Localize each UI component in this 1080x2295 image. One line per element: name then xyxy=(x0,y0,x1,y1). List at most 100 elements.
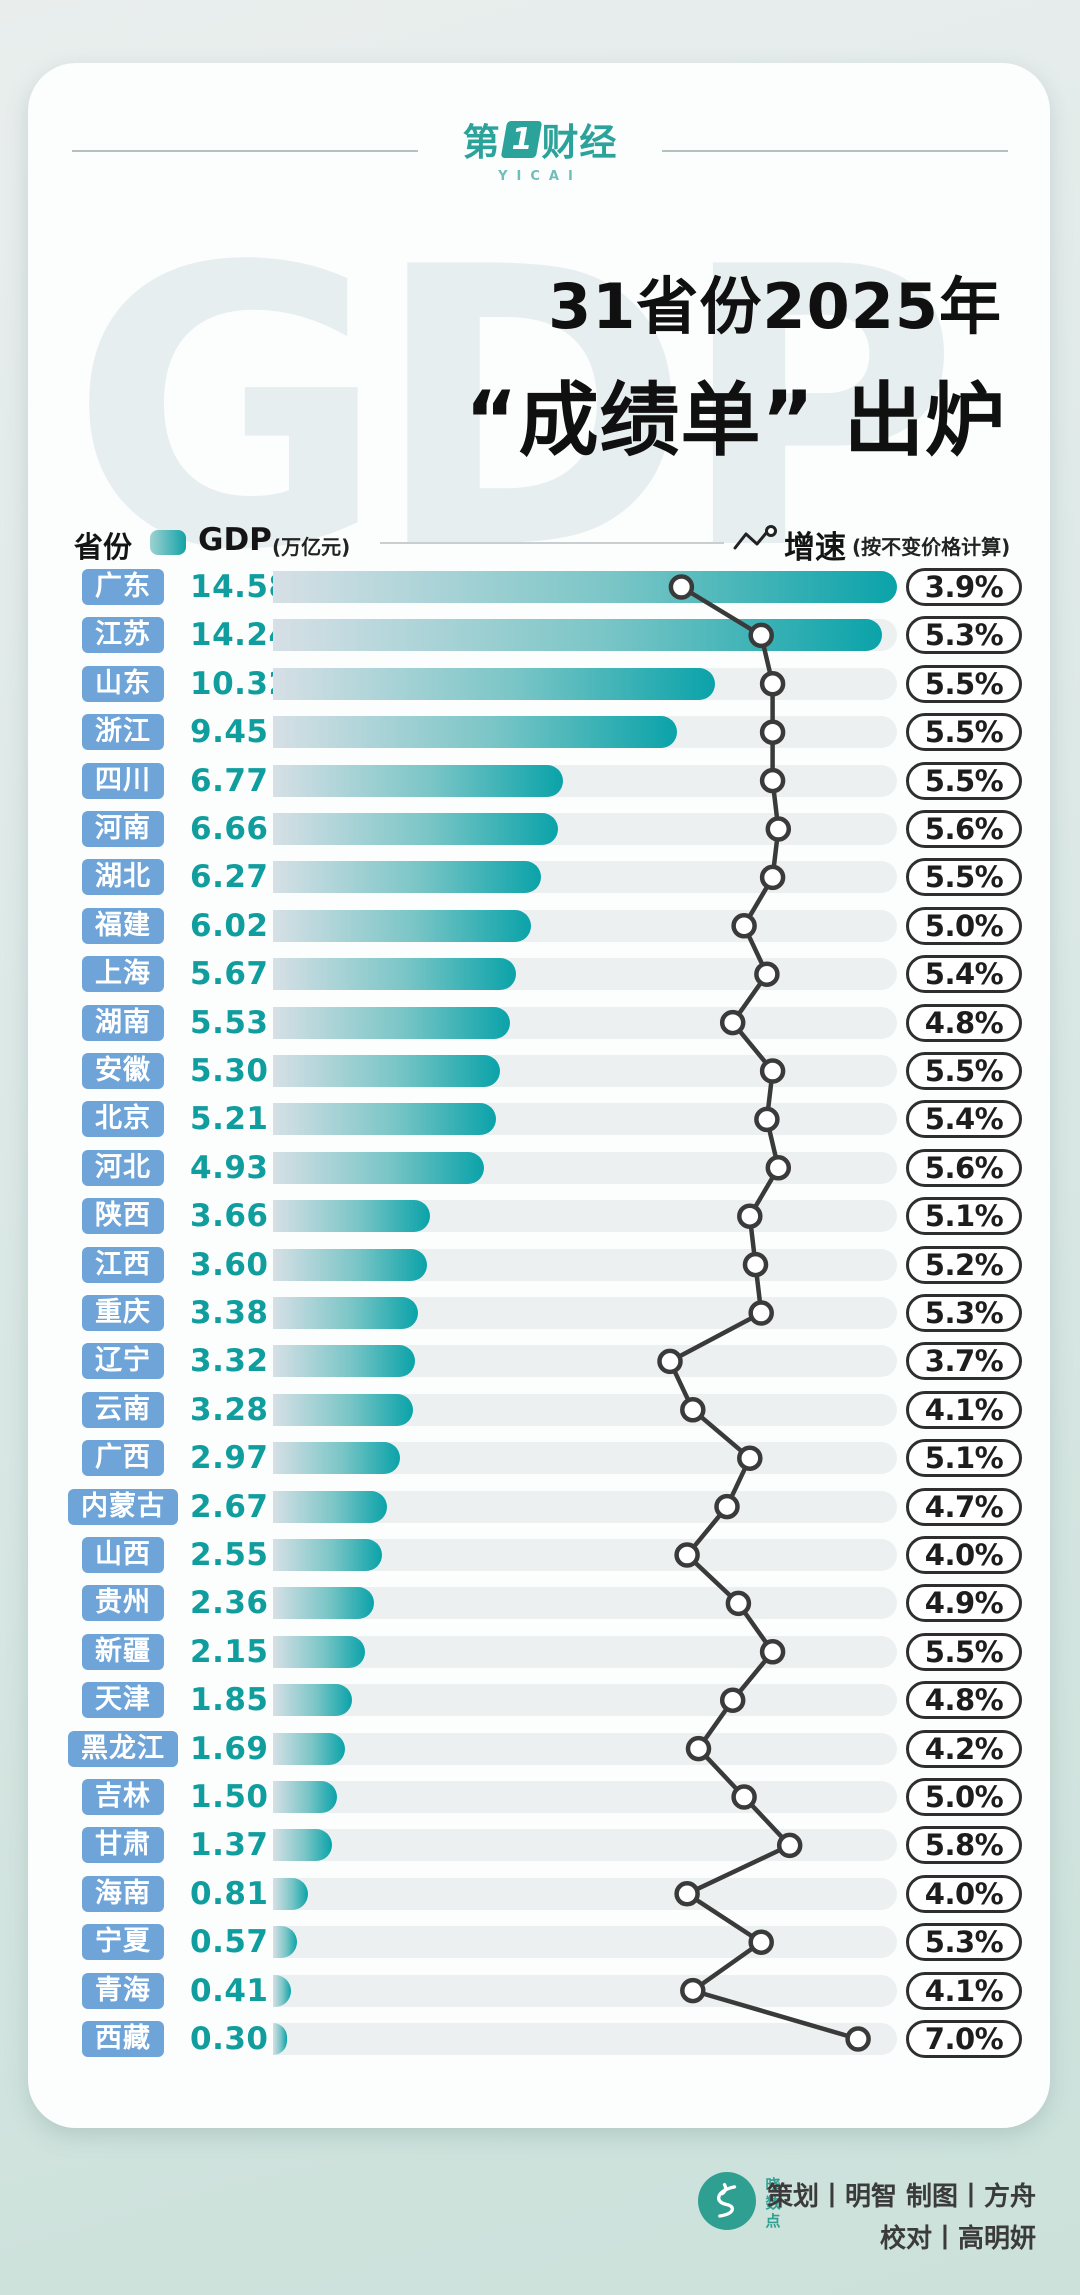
gdp-bar xyxy=(273,571,897,603)
chart-row: 福建 6.02 5.0% xyxy=(0,906,1080,945)
chart-row: 江西 3.60 5.2% xyxy=(0,1245,1080,1284)
gdp-value: 0.81 xyxy=(190,1875,269,1912)
gdp-value: 3.28 xyxy=(190,1391,269,1428)
province-chip: 吉林 xyxy=(82,1779,164,1815)
growth-pill: 5.3% xyxy=(906,1294,1022,1332)
chart-row: 甘肃 1.37 5.8% xyxy=(0,1826,1080,1865)
bar-track xyxy=(273,1539,897,1571)
yicai-logo-one: 1 xyxy=(500,120,542,158)
province-chip: 云南 xyxy=(82,1391,164,1428)
gdp-bar xyxy=(273,1055,500,1087)
province-chip: 江西 xyxy=(82,1246,164,1283)
growth-pill: 5.3% xyxy=(906,616,1022,655)
bar-track xyxy=(273,1151,897,1184)
yicai-logo-post: 财经 xyxy=(541,121,618,164)
growth-pill: 5.5% xyxy=(906,761,1022,800)
growth-pill: 5.0% xyxy=(906,906,1022,945)
bar-track xyxy=(273,1393,897,1426)
chart-row: 辽宁 3.32 3.7% xyxy=(0,1342,1080,1381)
gdp-bar xyxy=(273,1200,430,1233)
gdp-bar xyxy=(273,861,542,894)
province-chip: 湖南 xyxy=(82,1004,164,1041)
legend-growth-note: (按不变价格计算) xyxy=(852,535,1011,559)
gdp-value: 3.60 xyxy=(190,1246,269,1283)
chart-row: 河南 6.66 5.6% xyxy=(0,810,1080,848)
gdp-bar xyxy=(273,1442,401,1475)
province-chip: 福建 xyxy=(82,907,164,944)
province-chip: 山东 xyxy=(82,665,164,702)
province-chip: 北京 xyxy=(82,1101,164,1138)
province-chip: 新疆 xyxy=(82,1633,164,1670)
bar-track xyxy=(273,1829,897,1862)
bar-track xyxy=(273,1490,897,1523)
gdp-value: 6.66 xyxy=(190,811,269,847)
gdp-bar xyxy=(273,1684,353,1717)
gdp-value: 3.38 xyxy=(190,1295,269,1331)
gdp-value: 5.21 xyxy=(190,1101,269,1138)
yicai-logo-pre: 第 xyxy=(462,121,501,164)
growth-pill: 4.0% xyxy=(906,1874,1022,1913)
gdp-bar xyxy=(273,1974,291,2007)
growth-pill: 4.0% xyxy=(906,1536,1022,1574)
chart-row: 云南 3.28 4.1% xyxy=(0,1390,1080,1429)
credit-line-2: 校对丨高明妍 xyxy=(879,2224,1036,2254)
gdp-value: 2.55 xyxy=(190,1537,269,1573)
gdp-value: 6.27 xyxy=(190,859,269,896)
province-chip: 广西 xyxy=(82,1440,164,1477)
legend-growth-label: 增速 xyxy=(784,530,846,566)
growth-pill: 5.4% xyxy=(906,955,1022,994)
province-chip: 海南 xyxy=(82,1875,164,1912)
gdp-bar xyxy=(273,1877,308,1910)
bar-track xyxy=(273,1200,897,1233)
province-chip: 四川 xyxy=(82,762,164,799)
bar-track xyxy=(273,716,897,749)
chart-row: 重庆 3.38 5.3% xyxy=(0,1294,1080,1332)
chart-row: 四川 6.77 5.5% xyxy=(0,761,1080,800)
province-chip: 贵州 xyxy=(82,1585,164,1622)
chart-row: 海南 0.81 4.0% xyxy=(0,1874,1080,1913)
growth-pill: 5.3% xyxy=(906,1923,1022,1962)
bar-track xyxy=(273,1248,897,1281)
gdp-bar xyxy=(273,1151,484,1184)
page-title-line2: “成绩单” 出炉 xyxy=(464,374,1006,467)
gdp-bar xyxy=(273,2023,287,2055)
gdp-bar xyxy=(273,813,559,845)
province-chip: 陕西 xyxy=(82,1198,164,1235)
chart-row: 河北 4.93 5.6% xyxy=(0,1148,1080,1187)
xiaoshudian-logo-text: 晓数点 xyxy=(765,2176,781,2230)
gdp-value: 1.50 xyxy=(190,1779,269,1815)
gdp-value: 3.66 xyxy=(190,1198,269,1235)
chart-row: 新疆 2.15 5.5% xyxy=(0,1632,1080,1671)
growth-pill: 5.6% xyxy=(906,1148,1022,1187)
gdp-value: 0.57 xyxy=(190,1924,269,1961)
bar-track xyxy=(273,1781,897,1813)
growth-pill: 5.6% xyxy=(906,810,1022,848)
gdp-bar xyxy=(273,716,678,749)
bar-track xyxy=(273,1345,897,1378)
bar-track xyxy=(273,1103,897,1136)
province-chip: 上海 xyxy=(82,956,164,993)
legend-gdp-label: GDP xyxy=(198,522,272,558)
chart-row: 天津 1.85 4.8% xyxy=(0,1681,1080,1720)
chart-row: 广西 2.97 5.1% xyxy=(0,1439,1080,1478)
gdp-bar xyxy=(273,909,531,942)
gdp-bar xyxy=(273,619,883,652)
gdp-value: 1.85 xyxy=(190,1682,269,1719)
province-chip: 天津 xyxy=(82,1682,164,1719)
bar-track xyxy=(273,958,897,991)
gdp-bar xyxy=(273,1345,416,1378)
gdp-bar xyxy=(273,1635,366,1668)
page-title-line1: 31省份2025年 xyxy=(548,270,1002,343)
growth-pill: 5.5% xyxy=(906,1632,1022,1671)
chart-row: 宁夏 0.57 5.3% xyxy=(0,1923,1080,1962)
gdp-value: 5.53 xyxy=(190,1004,269,1041)
province-chip: 青海 xyxy=(82,1972,164,2009)
province-chip: 甘肃 xyxy=(82,1827,164,1864)
gdp-bar xyxy=(273,1393,414,1426)
province-chip: 安徽 xyxy=(82,1053,164,1089)
chart-row: 内蒙古 2.67 4.7% xyxy=(0,1487,1080,1526)
gdp-value: 2.67 xyxy=(190,1488,269,1525)
growth-pill: 4.1% xyxy=(906,1971,1022,2010)
chart-row: 山东 10.32 5.5% xyxy=(0,664,1080,703)
province-chip: 重庆 xyxy=(82,1295,164,1331)
